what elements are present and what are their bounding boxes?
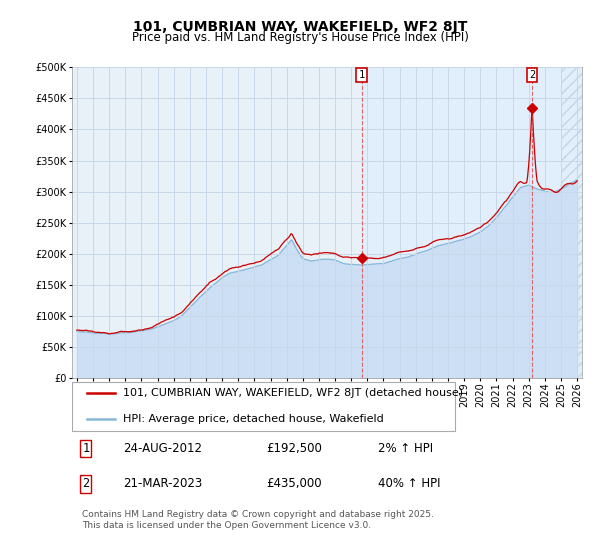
Text: £435,000: £435,000 [266,478,322,491]
Text: 2% ↑ HPI: 2% ↑ HPI [378,442,433,455]
Text: Contains HM Land Registry data © Crown copyright and database right 2025.
This d: Contains HM Land Registry data © Crown c… [82,510,434,530]
Text: 2: 2 [529,71,535,80]
Text: 24-AUG-2012: 24-AUG-2012 [123,442,202,455]
Text: 40% ↑ HPI: 40% ↑ HPI [378,478,440,491]
Text: 2: 2 [82,478,89,491]
Text: 101, CUMBRIAN WAY, WAKEFIELD, WF2 8JT (detached house): 101, CUMBRIAN WAY, WAKEFIELD, WF2 8JT (d… [123,388,463,398]
Text: £192,500: £192,500 [266,442,322,455]
FancyBboxPatch shape [72,381,455,431]
Text: 1: 1 [359,71,365,80]
Bar [362,67,582,378]
Text: 1: 1 [82,442,89,455]
Bar [561,67,582,378]
Text: 101, CUMBRIAN WAY, WAKEFIELD, WF2 8JT: 101, CUMBRIAN WAY, WAKEFIELD, WF2 8JT [133,20,467,34]
Text: 21-MAR-2023: 21-MAR-2023 [123,478,202,491]
Text: Price paid vs. HM Land Registry's House Price Index (HPI): Price paid vs. HM Land Registry's House … [131,31,469,44]
Text: HPI: Average price, detached house, Wakefield: HPI: Average price, detached house, Wake… [123,413,384,423]
